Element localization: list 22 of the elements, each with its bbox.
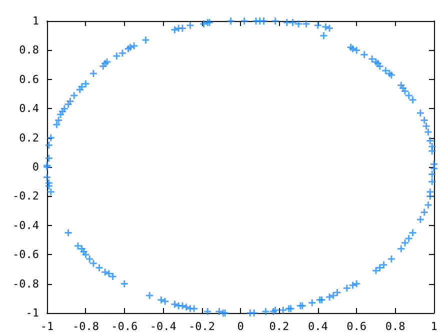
y-tick-label: -1 [26,306,39,320]
x-tick-label: -0.8 [72,320,99,333]
y-tick-label: 0.2 [19,131,39,144]
y-tick-label: -0.8 [12,277,39,290]
x-tick-label: -0.2 [188,320,216,333]
y-tick-label: 1 [32,14,39,28]
x-tick-label: 0.8 [385,320,406,333]
x-tick-label: 1 [430,320,438,333]
y-tick-label: -0.6 [12,248,39,262]
x-tick-label: 0 [237,320,244,333]
y-tick-label: -0.2 [12,190,39,203]
x-tick-label: 0.6 [346,320,367,333]
y-tick-label: 0.6 [19,72,39,86]
y-tick-label: 0 [32,160,39,174]
x-tick-label: 0.4 [308,320,328,333]
x-tick-label: -0.4 [150,320,177,333]
x-tick-label: -0.6 [111,320,138,333]
y-tick-label: 0.8 [19,44,39,57]
y-tick-label: -0.4 [12,218,40,232]
y-tick-label: 0.4 [19,102,40,116]
x-tick-label: 0.2 [269,320,290,333]
x-tick-label: -1 [40,320,54,333]
